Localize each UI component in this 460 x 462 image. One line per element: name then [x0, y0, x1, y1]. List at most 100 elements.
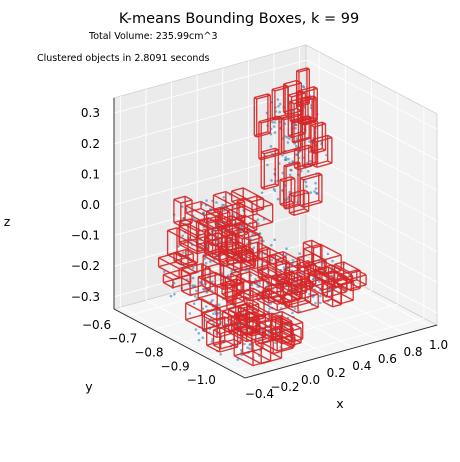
bounding-box-edge	[268, 298, 284, 304]
data-point	[273, 121, 277, 124]
bounding-box-edge	[163, 269, 182, 276]
bounding-box-edge	[204, 252, 213, 259]
bounding-box-edge	[262, 347, 282, 359]
bounding-box-edge	[204, 266, 226, 279]
bounding-box-edge	[220, 241, 233, 246]
z-tick-label: −0.1	[71, 229, 100, 243]
bounding-box-edge	[292, 115, 310, 122]
bounding-box-edge	[163, 273, 174, 281]
bounding-box-edge	[297, 306, 319, 314]
bounding-box-edge	[333, 289, 354, 301]
bounding-box-edge	[232, 300, 244, 306]
bounding-box-edge	[251, 197, 264, 203]
bounding-box-edge	[196, 217, 208, 222]
bounding-box-edge	[298, 102, 310, 108]
data-point	[205, 291, 208, 294]
bounding-box-edge	[313, 268, 323, 273]
bounding-box-edge	[242, 187, 264, 200]
bounding-box-edge	[226, 257, 240, 263]
bounding-box-edge	[178, 262, 198, 270]
bounding-box-edge	[310, 121, 323, 126]
bounding-box-edge	[282, 280, 293, 287]
data-point	[195, 289, 198, 293]
bounding-box-edge	[204, 262, 221, 269]
bounding-box-edge	[201, 311, 218, 321]
bounding-box-edge	[261, 116, 282, 124]
bounding-box-edge	[242, 233, 260, 240]
data-point	[222, 195, 226, 199]
data-point	[258, 232, 262, 235]
bounding-box-edge	[224, 243, 238, 249]
data-point	[250, 283, 254, 287]
bounding-box-edge	[297, 252, 314, 259]
bounding-box-edge	[176, 252, 198, 265]
bounding-box-edge	[269, 295, 291, 308]
data-point	[288, 137, 291, 140]
data-point	[312, 277, 315, 281]
bounding-box-edge	[222, 305, 239, 312]
bounding-box-edge	[332, 303, 342, 308]
bounding-box-edge	[198, 292, 216, 299]
bounding-box	[218, 241, 254, 271]
bounding-box-edge	[256, 213, 274, 223]
bounding-box-edge	[204, 287, 226, 300]
bounding-box-edge	[266, 246, 287, 258]
bounding-box-edge	[198, 220, 213, 230]
bounding-box-edge	[288, 90, 303, 96]
bounding-box-edge	[291, 279, 311, 287]
data-point	[319, 301, 322, 305]
data-point	[192, 302, 196, 306]
bounding-box	[299, 172, 323, 208]
data-point	[271, 120, 274, 124]
bounding-box-edge	[281, 113, 299, 120]
bounding-box-edge	[285, 204, 301, 210]
bounding-box-edge	[268, 289, 284, 296]
bounding-box-edge	[235, 214, 245, 219]
bounding-box-edge	[308, 286, 328, 298]
bounding-box-edge	[241, 241, 258, 248]
bounding-box-edge	[321, 292, 342, 305]
data-point	[319, 294, 322, 298]
bounding-box-edge	[257, 318, 270, 324]
bounding-box-edge	[283, 177, 295, 183]
bounding-box-edge	[234, 326, 253, 334]
bounding-box-edge	[304, 283, 316, 289]
data-point	[243, 342, 246, 346]
bounding-box-edge	[247, 221, 257, 225]
bounding-box-edge	[303, 201, 323, 208]
bounding-box-edge	[277, 306, 290, 312]
bounding-box-edge	[216, 315, 232, 321]
x-tick-label: 0.4	[352, 359, 371, 373]
bounding-box-edge	[283, 79, 297, 85]
bounding-box-edge	[213, 210, 233, 222]
bounding-box-edge	[216, 307, 233, 317]
bounding-box-edge	[185, 207, 202, 214]
bounding-box-edge	[237, 311, 259, 324]
bounding-box-edge	[308, 270, 321, 275]
data-point	[286, 197, 289, 201]
bounding-box-edge	[233, 355, 254, 367]
bounding-box	[336, 269, 367, 291]
bounding-box-edge	[241, 265, 256, 271]
bounding-box-edge	[249, 308, 270, 321]
bounding-box	[288, 189, 310, 216]
bounding-box-edge	[257, 268, 280, 281]
bounding-box-edge	[297, 279, 309, 285]
bounding-box-edge	[303, 239, 312, 244]
bounding-box-edge	[314, 149, 326, 154]
bounding-box-edge	[262, 342, 278, 352]
bounding-box-edge	[322, 286, 334, 291]
bounding-box-edge	[244, 214, 258, 223]
data-point	[219, 353, 222, 356]
bounding-box-edge	[235, 225, 248, 234]
bounding-box-edge	[213, 190, 227, 196]
bounding-box-edge	[277, 300, 290, 305]
bounding-box-edge	[212, 239, 233, 247]
bounding-box-edge	[261, 278, 277, 287]
data-point	[282, 266, 286, 269]
data-point	[309, 160, 312, 163]
data-point	[328, 288, 331, 292]
bounding-box-edge	[231, 197, 244, 203]
bounding-box-edge	[236, 274, 251, 284]
